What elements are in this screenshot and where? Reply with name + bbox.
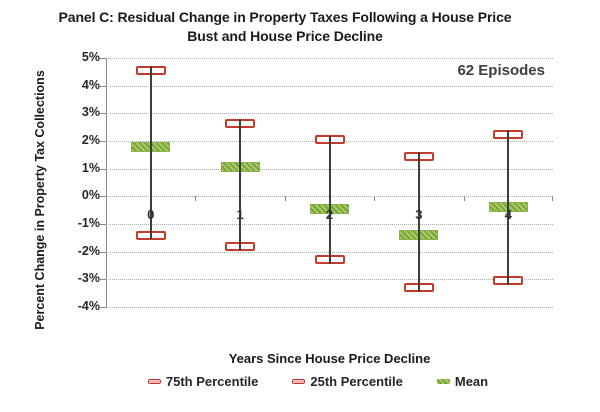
category-label-1: 1	[236, 207, 244, 223]
whisker-line	[149, 66, 152, 240]
category-label-3: 3	[415, 207, 423, 223]
category-label-4: 4	[504, 207, 512, 223]
x-axis-tick	[195, 196, 197, 202]
category-label-0: 0	[147, 207, 155, 223]
whisker-line	[239, 119, 242, 251]
y-axis-tick	[100, 307, 106, 308]
chart-title-line-2: Bust and House Price Decline	[187, 28, 383, 44]
legend-label: 25th Percentile	[310, 374, 403, 389]
y-tick-label: -3%	[77, 271, 100, 286]
legend-item-75th-percentile: 75th Percentile	[147, 374, 259, 389]
y-tick-label: -1%	[77, 216, 100, 230]
gridline--4	[106, 307, 553, 308]
x-axis-tick	[284, 196, 286, 202]
x-axis-tick	[106, 196, 107, 202]
y-axis-tick	[100, 279, 106, 281]
y-axis-tick	[100, 58, 106, 59]
gridline-4	[106, 85, 553, 87]
legend-label: Mean	[454, 374, 489, 389]
episodes-annotation: 62 Episodes	[457, 62, 545, 79]
gridline--3	[106, 279, 553, 281]
y-axis-tick	[100, 224, 106, 225]
gridline-3	[106, 113, 553, 115]
legend-item-25th-percentile: 25th Percentile	[292, 374, 403, 389]
whisker-line	[417, 152, 420, 292]
gridline-5	[106, 58, 553, 59]
y-axis-tick	[100, 251, 106, 253]
category-label-2: 2	[325, 207, 334, 223]
legend-item-mean: Mean	[436, 374, 489, 389]
y-tick-label: -4%	[77, 299, 100, 313]
chart-title: Panel C: Residual Change in Property Tax…	[15, 8, 555, 46]
y-axis-tick	[100, 196, 106, 198]
y-tick-label: -2%	[77, 243, 100, 258]
y-tick-label: 5%	[81, 50, 100, 64]
chart-title-line-1: Panel C: Residual Change in Property Tax…	[58, 9, 512, 25]
whisker-line	[507, 130, 510, 285]
y-axis-tick	[100, 113, 106, 115]
x-axis-title: Years Since House Price Decline	[228, 351, 431, 366]
x-axis-tick	[374, 196, 376, 202]
y-tick-label: 2%	[81, 133, 100, 147]
plot-area: 0 1 2 3 4	[106, 58, 553, 308]
legend-label: 75th Percentile	[165, 374, 259, 389]
y-axis-line	[106, 58, 107, 308]
red-whisker-cap-icon	[147, 379, 161, 384]
x-axis-tick	[552, 196, 553, 202]
x-axis-tick	[463, 196, 465, 202]
y-tick-label: 4%	[81, 77, 100, 92]
y-tick-label: 3%	[81, 105, 100, 120]
y-tick-label: 0%	[81, 188, 100, 203]
red-whisker-cap-icon	[292, 379, 306, 384]
green-mean-bar-icon	[436, 379, 450, 384]
legend: 75th Percentile 25th Percentile Mean	[18, 374, 600, 389]
y-axis-tick	[100, 168, 106, 170]
whisker-line	[328, 135, 331, 264]
y-tick-label: 1%	[81, 160, 100, 175]
y-axis-tick	[100, 141, 106, 142]
y-axis-tick	[100, 85, 106, 87]
